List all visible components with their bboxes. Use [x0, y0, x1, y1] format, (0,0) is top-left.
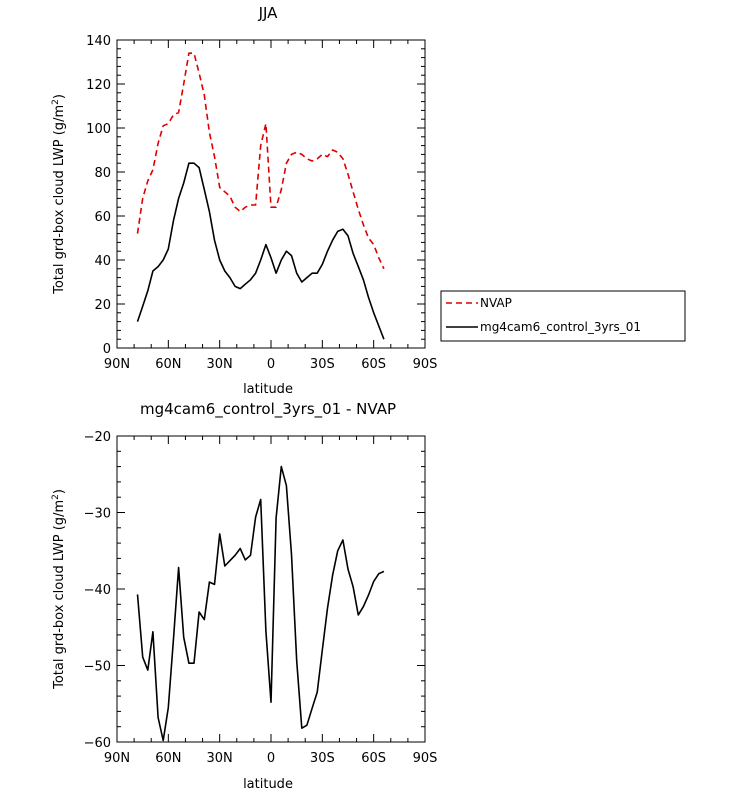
top-y-axis-label-main: Total grd-box cloud LWP (g/m: [52, 105, 67, 295]
bottom-ticks: [116, 435, 426, 743]
top-x-tick-label: 90N: [104, 357, 130, 372]
top-plot-frame: [116, 39, 426, 349]
bottom-series-group: [136, 465, 385, 742]
top-y-tick-label: 40: [94, 254, 111, 269]
legend-box: [440, 290, 686, 342]
bottom-series-line-0: [136, 465, 385, 742]
top-y-tick-label: 140: [86, 34, 111, 49]
top-x-tick-label: 60N: [155, 357, 181, 372]
bottom-x-tick-label: 0: [267, 751, 275, 766]
top-x-axis-label: latitude: [243, 382, 293, 397]
bottom-x-tick-label: 90N: [104, 751, 130, 766]
bottom-x-tick-label: 30S: [310, 751, 335, 766]
bottom-x-tick-label: 30N: [207, 751, 233, 766]
bottom-panel: mg4cam6_control_3yrs_01 - NVAP 90N 60N 30N…: [51, 400, 437, 792]
bottom-y-axis-label-main: Total grd-box cloud LWP (g/m: [52, 500, 67, 690]
top-series-group: [136, 52, 385, 340]
bottom-y-axis-label-end: ): [52, 489, 67, 494]
legend: NVAP mg4cam6_control_3yrs_01: [440, 290, 686, 342]
top-x-tick-label: 90S: [413, 357, 438, 372]
top-series-line-0: [136, 52, 385, 270]
top-panel: JJA 90N 60N 30N 0 30S 60S 90S 0 20 40 60 80 100 120 14…: [51, 4, 686, 397]
bottom-y-tick-label: −20: [84, 430, 111, 445]
top-x-tick-label: 30S: [310, 357, 335, 372]
top-series-line-1: [136, 162, 385, 340]
top-ticks: [116, 39, 426, 349]
bottom-x-tick-label: 60S: [361, 751, 386, 766]
top-y-tick-label: 0: [103, 342, 111, 357]
top-y-tick-label: 60: [94, 210, 111, 225]
top-y-tick-label: 20: [94, 298, 111, 313]
top-y-tick-label: 120: [86, 78, 111, 93]
top-y-axis-label-sup: 2: [51, 99, 61, 105]
top-y-axis-label-end: ): [52, 94, 67, 99]
bottom-y-axis-label-sup: 2: [51, 494, 61, 500]
legend-label-model: mg4cam6_control_3yrs_01: [480, 320, 641, 334]
bottom-x-axis-label: latitude: [243, 777, 293, 792]
top-x-tick-label: 30N: [207, 357, 233, 372]
bottom-x-tick-label: 90S: [413, 751, 438, 766]
bottom-y-tick-label: −60: [84, 736, 111, 751]
bottom-tick-labels: 90N 60N 30N 0 30S 60S 90S −60 −50 −40 −30 −20: [84, 430, 438, 766]
top-y-axis-label: Total grd-box cloud LWP (g/m2): [51, 94, 67, 295]
top-x-tick-label: 60S: [361, 357, 386, 372]
bottom-y-axis-label: Total grd-box cloud LWP (g/m2): [51, 489, 67, 690]
bottom-x-tick-label: 60N: [155, 751, 181, 766]
top-x-tick-label: 0: [267, 357, 275, 372]
bottom-chart-title: mg4cam6_control_3yrs_01 - NVAP: [140, 400, 396, 419]
legend-label-nvap: NVAP: [480, 296, 512, 310]
top-y-tick-label: 100: [86, 122, 111, 137]
bottom-y-tick-label: −30: [84, 507, 111, 522]
top-chart-title: JJA: [258, 4, 279, 22]
bottom-y-tick-label: −50: [84, 660, 111, 675]
bottom-y-tick-label: −40: [84, 583, 111, 598]
top-y-tick-label: 80: [94, 166, 111, 181]
top-tick-labels: 90N 60N 30N 0 30S 60S 90S 0 20 40 60 80 100 120 140: [86, 34, 437, 372]
